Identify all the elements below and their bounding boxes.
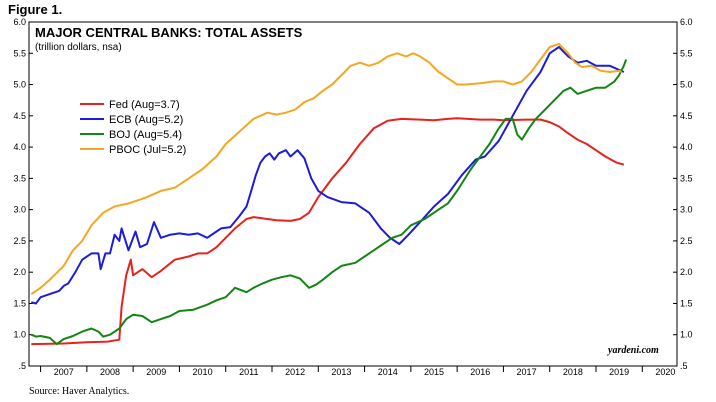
y-tick-label-left: 5.0 (13, 80, 26, 90)
x-tick-label: 2012 (285, 367, 305, 377)
series-lines (30, 42, 628, 346)
x-tick-label: 2015 (424, 367, 444, 377)
series-line-0 (31, 117, 625, 346)
y-tick-label-right: 2.5 (680, 236, 693, 246)
y-tick-label-right: 5.0 (680, 80, 693, 90)
axis-ticks: .5 .5 1.0 1.0 1.5 1.5 2.0 2.0 2.5 2.5 3.0 3.0 3.5 3.5… (13, 17, 692, 377)
legend-label: ECB (Aug=5.2) (109, 114, 183, 126)
x-tick-label: 2014 (378, 367, 398, 377)
y-tick-label-right: 4.5 (680, 111, 693, 121)
y-tick-label-right: 5.5 (680, 48, 693, 58)
y-tick-label-left: 3.5 (13, 173, 26, 183)
y-tick-label-right: 3.0 (680, 205, 693, 215)
x-tick-label: 2010 (193, 367, 213, 377)
x-tick-label: 2016 (470, 367, 490, 377)
y-tick-label-left: 2.5 (13, 236, 26, 246)
legend-label: BOJ (Aug=5.4) (109, 129, 182, 141)
y-tick-label-left: 5.5 (13, 48, 26, 58)
credit-label: yardeni.com (607, 345, 659, 356)
legend-label: PBOC (Jul=5.2) (109, 144, 186, 156)
x-tick-label: 2018 (563, 367, 583, 377)
series-line-2 (30, 59, 628, 346)
y-tick-label-left: 1.0 (13, 330, 26, 340)
y-tick-label-left: 4.5 (13, 111, 26, 121)
y-tick-label-right: 1.0 (680, 330, 693, 340)
y-tick-label-left: 6.0 (13, 17, 26, 27)
x-tick-label: 2008 (100, 367, 120, 377)
y-tick-label-left: 1.5 (13, 298, 26, 308)
chart-subtitle: (trillion dollars, nsa) (35, 42, 122, 53)
legend: Fed (Aug=3.7) ECB (Aug=5.2) BOJ (Aug=5.4) P… (80, 99, 186, 156)
y-tick-label-left: 4.0 (13, 142, 26, 152)
figure-label: Figure 1. (8, 2, 63, 17)
y-tick-label-right: .5 (680, 361, 688, 371)
series-line-1 (31, 46, 625, 305)
x-tick-label: 2017 (517, 367, 537, 377)
chart-title: MAJOR CENTRAL BANKS: TOTAL ASSETS (35, 25, 303, 40)
series-line-3 (30, 42, 622, 295)
y-tick-label-right: 1.5 (680, 298, 693, 308)
y-tick-label-right: 6.0 (680, 17, 693, 27)
y-tick-label-left: .5 (18, 361, 26, 371)
x-tick-label: 2011 (239, 367, 258, 377)
x-tick-label: 2009 (146, 367, 166, 377)
x-tick-label: 2013 (331, 367, 351, 377)
y-tick-label-right: 2.0 (680, 267, 693, 277)
x-tick-label: 2019 (609, 367, 629, 377)
x-tick-label: 2020 (655, 367, 675, 377)
plot-frame (28, 21, 678, 367)
legend-label: Fed (Aug=3.7) (109, 99, 180, 111)
y-tick-label-right: 4.0 (680, 142, 693, 152)
source-note: Source: Haver Analytics. (29, 386, 130, 397)
y-tick-label-left: 2.0 (13, 267, 26, 277)
y-tick-label-right: 3.5 (680, 173, 693, 183)
y-tick-label-left: 3.0 (13, 205, 26, 215)
x-tick-label: 2007 (54, 367, 74, 377)
